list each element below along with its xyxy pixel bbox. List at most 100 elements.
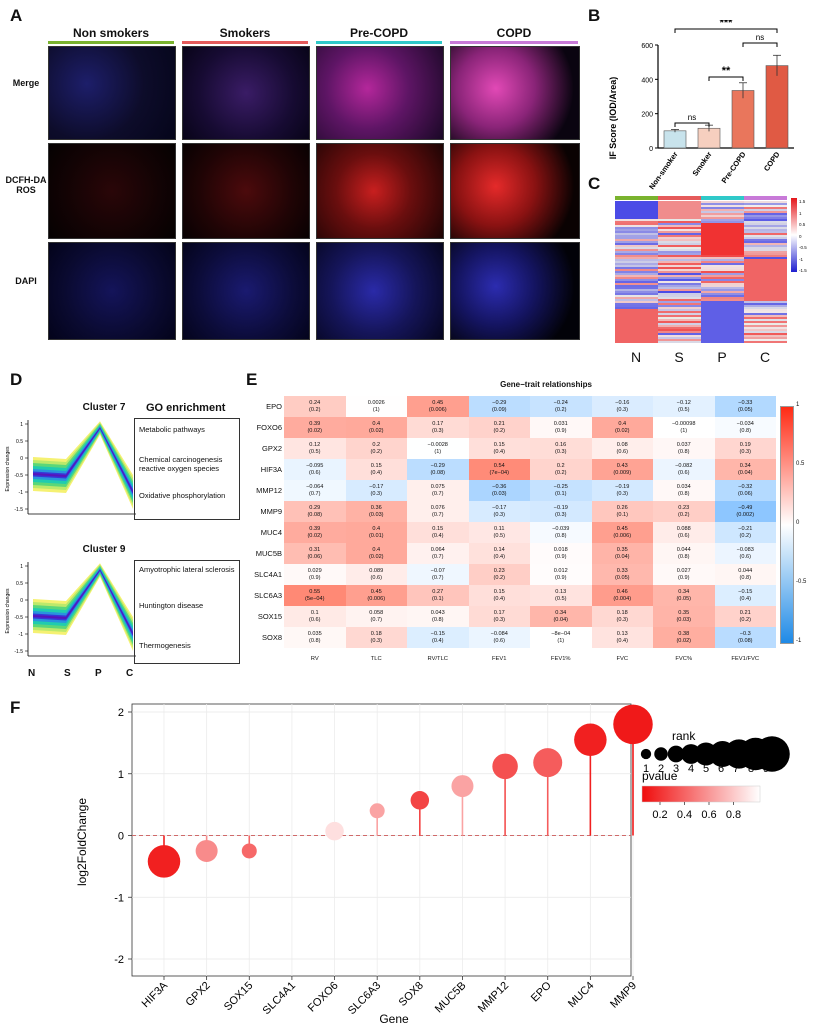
b-xtick-label: Non-smoker — [647, 150, 680, 191]
c-heatmap-cell — [615, 291, 658, 294]
c-heatmap-cell — [744, 215, 787, 218]
c-colorscale — [791, 198, 797, 272]
c-heatmap-cell — [615, 241, 658, 244]
c-heatmap-cell — [701, 267, 744, 270]
e-cell-p: (0.05) — [676, 595, 692, 602]
e-heatmap-cell: 0.029 (0.9) — [284, 564, 346, 585]
e-cell-r: 0.16 — [555, 441, 567, 448]
e-cell-p: (0.2) — [739, 532, 751, 539]
e-cell-r: −0.064 — [306, 483, 324, 490]
e-cell-p: (0.3) — [554, 448, 567, 455]
c-heatmap-cell — [615, 233, 658, 236]
e-cell-r: 0.23 — [678, 504, 690, 511]
micrograph-ros-copd — [450, 143, 580, 239]
c-heatmap-cell — [615, 327, 658, 330]
e-heatmap-cell: 0.043 (0.8) — [407, 606, 469, 627]
c-heatmap-cell — [658, 281, 701, 284]
f-xtick-label: MMP9 — [608, 980, 639, 1011]
c-heatmap-cell — [701, 217, 744, 220]
c-heatmap-cell — [744, 287, 787, 290]
f-xtick-label: MMP12 — [476, 980, 511, 1015]
e-cell-p: (0.8) — [554, 532, 567, 539]
e-heatmap-cell: 0.31 (0.06) — [284, 543, 346, 564]
c-heatmap-cell — [701, 247, 744, 250]
b-ytick-label: 600 — [641, 43, 653, 50]
c-scale-tick: 0 — [799, 233, 802, 239]
e-title: Gene−trait relationships — [500, 380, 592, 389]
f-xtick-label: FOXO6 — [306, 980, 341, 1015]
c-heatmap-cell — [615, 235, 658, 238]
e-cell-r: 0.15 — [493, 441, 505, 448]
e-cell-p: (0.6) — [739, 553, 751, 560]
c-heatmap-cell — [615, 315, 658, 318]
f-legend-pvalue-bar — [641, 785, 761, 803]
c-heatmap-cell — [744, 335, 787, 338]
e-cell-p: (1) — [557, 637, 565, 644]
e-cell-r: 0.18 — [370, 630, 382, 637]
row-label-ros: DCFH-DA ROS — [5, 175, 47, 195]
c-heatmap-cell — [744, 221, 787, 224]
e-cell-p: (0.3) — [370, 490, 382, 497]
c-heatmap-cell — [658, 225, 701, 228]
c-heatmap-cell — [615, 243, 658, 246]
c-heatmap-cell — [658, 223, 701, 226]
c-heatmap-cell — [658, 249, 701, 252]
e-cell-r: 0.45 — [616, 525, 628, 532]
c-heatmap-cell — [701, 289, 744, 292]
c-heatmap-cell — [701, 213, 744, 216]
c-heatmap-cell — [615, 301, 658, 304]
e-cell-r: 0.064 — [430, 546, 445, 553]
panel-a-letter: A — [10, 6, 23, 25]
d-go-box-cluster9: Amyotrophic lateral sclerosis Huntington… — [134, 560, 240, 664]
c-heatmap-cell — [658, 313, 701, 316]
e-cell-r: 0.11 — [494, 525, 505, 532]
c-heatmap-cell — [615, 337, 658, 340]
d-ytick-label: 1 — [20, 564, 23, 570]
c-heatmap-cell — [615, 323, 658, 326]
e-cell-r: 0.19 — [739, 441, 751, 448]
e-heatmap-cell: −0.15 (0.4) — [714, 585, 776, 606]
c-heatmap-cell — [615, 283, 658, 286]
c-heatmap-cell — [744, 321, 787, 324]
c-heatmap-cell — [658, 217, 701, 220]
e-cell-r: −0.07 — [430, 567, 445, 574]
c-heatmap-cell — [658, 267, 701, 270]
e-cell-r: 0.031 — [553, 420, 568, 427]
col-header-copd: COPD — [496, 26, 532, 40]
e-cell-p: (0.7) — [431, 490, 444, 497]
c-heatmap-cell — [744, 233, 787, 236]
c-heatmap-cell — [744, 283, 787, 286]
d-trend-band — [33, 569, 133, 635]
c-heatmap-cell — [701, 281, 744, 284]
f-legend-rank-label: 5 — [703, 763, 709, 775]
d-ytick-label: 0 — [20, 456, 23, 462]
e-heatmap-cell: 0.075 (0.7) — [407, 480, 469, 501]
c-heatmap-cell — [744, 217, 787, 220]
c-group-bar-s — [658, 196, 701, 200]
e-heatmap-cell: 0.34 (0.05) — [653, 585, 715, 606]
c-heatmap-cell — [615, 277, 658, 280]
e-cell-r: −0.084 — [490, 630, 508, 637]
c-heatmap-cell — [701, 299, 744, 302]
c-group-bar-c — [744, 196, 787, 200]
c-heatmap-cell — [615, 335, 658, 338]
e-gene-label: SOX8 — [261, 633, 282, 642]
c-heatmap-cell — [744, 231, 787, 234]
f-lollipop-point — [533, 748, 563, 778]
e-heatmap-cell: 0.45 (0.006) — [591, 522, 653, 543]
e-cell-r: 0.044 — [738, 567, 753, 574]
f-marks — [147, 704, 653, 878]
e-heatmap-cell: −8e−04 (1) — [530, 627, 592, 648]
c-heatmap-cell — [658, 271, 701, 274]
e-cell-p: (0.3) — [370, 637, 382, 644]
micrograph-ros-smokers — [182, 143, 310, 239]
e-heatmap-cell: −0.33 (0.05) — [714, 396, 776, 417]
e-cell-r: 0.14 — [493, 546, 505, 553]
e-scale-tick: 0 — [796, 520, 800, 526]
b-bars — [663, 54, 789, 149]
f-legend-rank-label: 4 — [688, 763, 694, 775]
e-heatmap-cell: −0.083 (0.6) — [714, 543, 776, 564]
c-heatmap-cell — [744, 235, 787, 238]
e-heatmap-cell: 0.17 (0.3) — [468, 606, 530, 627]
b-xtick-label: COPD — [762, 150, 782, 173]
